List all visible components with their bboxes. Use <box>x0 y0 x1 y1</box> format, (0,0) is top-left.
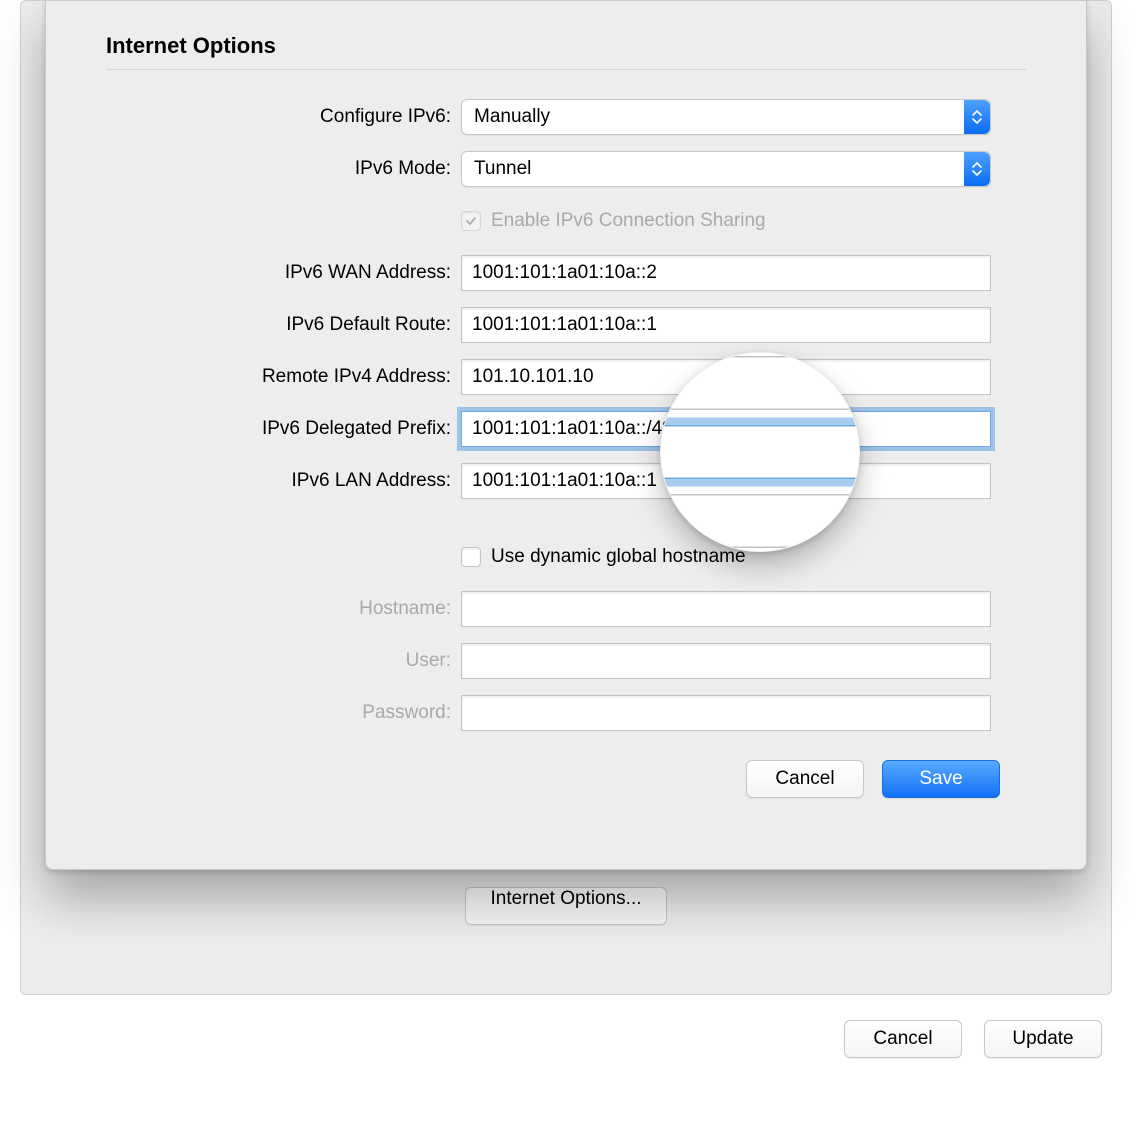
internet-options-dialog: Internet Options Configure IPv6: Manuall… <box>45 0 1087 870</box>
select-stepper-icon <box>964 100 990 134</box>
dynamic-hostname-checkbox[interactable] <box>461 547 481 567</box>
wan-input[interactable] <box>461 255 991 291</box>
hostname-input[interactable] <box>461 591 991 627</box>
lan-label: IPv6 LAN Address: <box>106 470 461 492</box>
user-label: User: <box>106 650 461 672</box>
bottom-cancel-button[interactable]: Cancel <box>844 1020 962 1058</box>
bottom-button-row: Cancel Update <box>844 1020 1102 1058</box>
wan-label: IPv6 WAN Address: <box>106 262 461 284</box>
configure-ipv6-label: Configure IPv6: <box>106 106 461 128</box>
bottom-update-button[interactable]: Update <box>984 1020 1102 1058</box>
select-stepper-icon <box>964 152 990 186</box>
hostname-label: Hostname: <box>106 598 461 620</box>
ipv6-mode-value: Tunnel <box>474 158 531 180</box>
dialog-save-button[interactable]: Save <box>882 760 1000 798</box>
magnifier-loupe: )a::/48 <box>660 352 860 552</box>
password-input[interactable] <box>461 695 991 731</box>
user-input[interactable] <box>461 643 991 679</box>
enable-sharing-checkbox <box>461 211 481 231</box>
dialog-cancel-button[interactable]: Cancel <box>746 760 864 798</box>
dialog-title: Internet Options <box>106 33 1026 70</box>
internet-options-button-wrap: Internet Options... <box>21 887 1111 925</box>
ipv6-mode-select[interactable]: Tunnel <box>461 151 991 187</box>
default-route-label: IPv6 Default Route: <box>106 314 461 336</box>
remote-ipv4-label: Remote IPv4 Address: <box>106 366 461 388</box>
enable-sharing-label: Enable IPv6 Connection Sharing <box>491 210 766 232</box>
ipv6-mode-label: IPv6 Mode: <box>106 158 461 180</box>
password-label: Password: <box>106 702 461 724</box>
delegated-prefix-label: IPv6 Delegated Prefix: <box>106 418 461 440</box>
configure-ipv6-select[interactable]: Manually <box>461 99 991 135</box>
form: Configure IPv6: Manually IPv6 Mode: Tunn… <box>106 98 1026 798</box>
default-route-input[interactable] <box>461 307 991 343</box>
configure-ipv6-value: Manually <box>474 106 550 128</box>
internet-options-button[interactable]: Internet Options... <box>465 887 666 925</box>
